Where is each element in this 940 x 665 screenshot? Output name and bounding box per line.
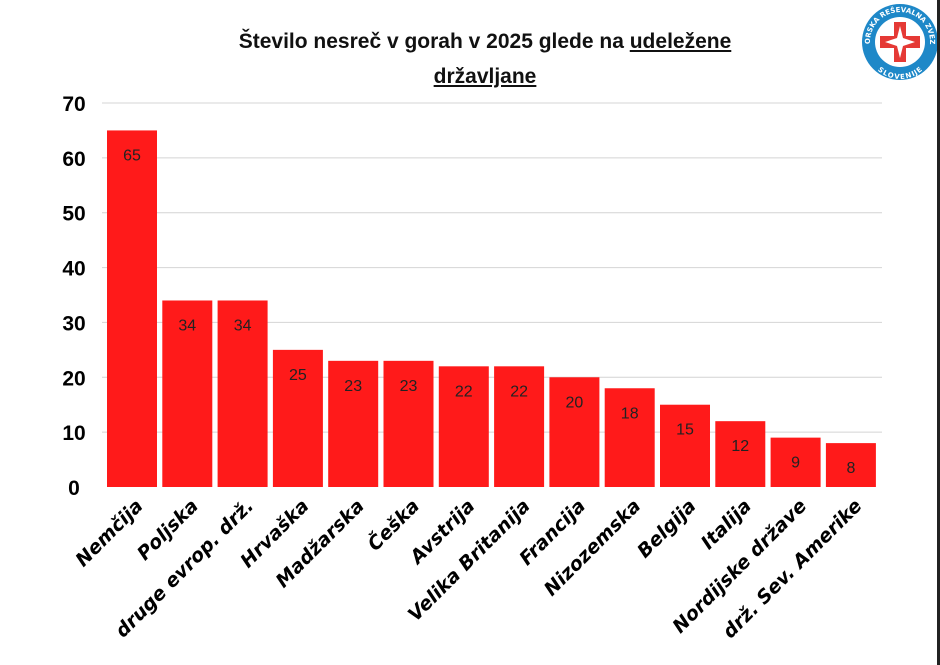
y-tick-label: 30: [62, 312, 85, 335]
bar: [549, 377, 600, 487]
y-tick-label: 0: [68, 477, 80, 500]
bar: [217, 300, 268, 487]
bar: [770, 437, 821, 487]
data-label: 34: [178, 317, 196, 334]
y-tick-label: 40: [62, 258, 85, 281]
title-underlined-1: udeležene: [629, 30, 732, 53]
data-label: 8: [846, 460, 855, 477]
data-label: 22: [510, 383, 528, 400]
data-label: 23: [344, 378, 362, 395]
y-tick-label: 70: [62, 93, 85, 116]
data-label: 15: [676, 422, 694, 439]
data-label: 18: [621, 405, 639, 422]
bar: [328, 360, 379, 487]
title-underlined-2: državljane: [433, 65, 537, 88]
data-label: 22: [455, 383, 473, 400]
bar: [438, 366, 489, 487]
data-label: 25: [289, 367, 307, 384]
y-tick-label: 20: [62, 367, 85, 390]
bar: [162, 300, 213, 487]
bar: [660, 404, 710, 487]
title-text: Število nesreč v gorah v 2025 glede na: [238, 30, 630, 53]
data-label: 12: [731, 438, 749, 455]
data-label: 20: [566, 394, 584, 411]
data-label: 23: [400, 378, 418, 395]
chart-title: Število nesreč v gorah v 2025 glede na u…: [150, 24, 820, 94]
data-label: 34: [234, 317, 252, 334]
data-label: 65: [123, 147, 141, 164]
frame-edge: [937, 0, 940, 665]
bar: [494, 366, 545, 487]
bar: [715, 421, 766, 487]
bar: [825, 443, 876, 487]
x-tick-label: Belgija: [633, 495, 700, 562]
x-tick-label: Nemčija: [71, 495, 147, 571]
bar: [107, 130, 157, 487]
data-label: 9: [791, 455, 800, 472]
y-tick-label: 10: [62, 422, 85, 445]
bar: [383, 360, 434, 487]
logo-grzs: GORSKA REŠEVALNA ZVEZA SLOVENIJE: [860, 2, 938, 81]
y-tick-label: 50: [62, 203, 85, 226]
bar: [272, 349, 323, 487]
y-tick-label: 60: [62, 148, 85, 171]
x-tick-label: Nizozemska: [540, 495, 645, 600]
bar: [604, 388, 655, 487]
